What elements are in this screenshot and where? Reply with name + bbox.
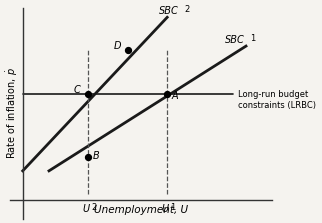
Point [125,48,130,52]
Text: B: B [92,151,99,161]
Text: D: D [113,41,121,51]
Text: U: U [82,204,89,214]
Text: 2: 2 [91,203,97,212]
Point [86,92,91,96]
Text: SBC: SBC [159,6,179,17]
Text: SBC: SBC [225,35,245,45]
Text: 1: 1 [170,203,175,212]
Point [86,156,91,159]
Text: Long-run budget
constraints (LRBC): Long-run budget constraints (LRBC) [238,90,316,109]
Point [165,92,170,96]
Text: 2: 2 [184,5,190,14]
Text: A: A [171,91,178,101]
Text: 1: 1 [250,34,255,43]
Y-axis label: Rate of inflation, $\dot{p}$: Rate of inflation, $\dot{p}$ [5,67,20,159]
X-axis label: Unemployment, U: Unemployment, U [94,205,188,215]
Text: U: U [161,204,168,214]
Text: C: C [74,85,81,95]
